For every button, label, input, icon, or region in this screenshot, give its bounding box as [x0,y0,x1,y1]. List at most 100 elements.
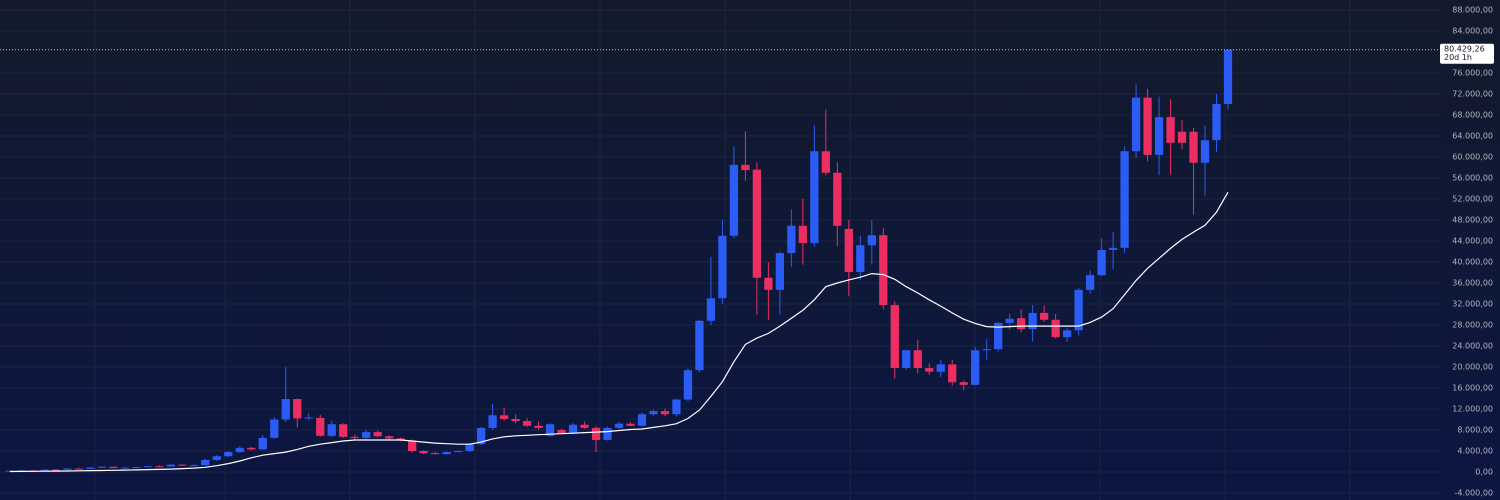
candle [63,468,72,470]
candle [327,420,336,438]
candle [971,347,980,386]
candle [97,466,107,468]
candle-body [1028,312,1037,330]
candle-body [971,350,980,385]
candle-body [51,469,61,471]
candle [373,430,382,438]
candle [86,467,95,469]
candle-body [1040,312,1049,320]
candle-body [959,382,968,385]
candle-body [1108,247,1118,250]
candle [833,162,842,247]
candle [522,418,532,427]
candle [879,227,888,310]
candle [925,363,934,375]
candle [350,434,359,440]
candle-body [465,444,474,452]
candle [293,398,302,428]
candle-body [591,427,601,440]
candle-body [833,172,842,226]
candle-body [1085,275,1095,290]
y-tick-label: -4.000,00 [1454,489,1493,498]
candle [1166,99,1175,175]
candle [1189,128,1198,215]
y-tick-label: 0,00 [1475,468,1493,477]
candle-body [304,417,313,419]
candle-body [476,427,486,445]
candle-body [925,368,934,372]
candle [672,398,681,417]
candle [603,426,612,441]
candle-body [339,424,348,437]
candle [718,220,727,305]
candle-body [810,151,819,244]
candle-body [913,350,922,369]
candle [844,220,853,297]
candle [304,413,313,421]
candle-body [890,305,899,369]
countdown-label: 20d 1h [1444,53,1472,62]
candle-body [453,451,463,453]
candle-body [867,235,876,246]
candle-body [614,423,624,428]
candle [189,464,198,467]
candle-body [844,228,853,272]
candle [258,435,267,450]
candle-body [166,464,176,467]
candle-body [224,452,233,457]
candle [890,301,899,379]
candle-body [534,425,543,428]
candle [683,368,693,402]
candle-body [1120,151,1129,248]
candle [385,435,394,440]
candle-body [1166,117,1175,143]
candle [994,321,1003,352]
y-tick-label: 12.000,00 [1452,405,1493,414]
moving-average-line [9,191,1229,473]
candle [764,262,773,320]
candle-body [86,467,95,469]
candle-body [350,436,359,438]
candle-body [373,432,382,437]
y-tick-label: 28.000,00 [1452,321,1493,330]
candle [626,422,635,427]
candle-body [557,430,566,434]
candle-body [787,225,796,254]
y-tick-label: 48.000,00 [1452,216,1493,225]
candle [1212,94,1221,152]
candle-body [741,164,750,171]
candle [247,446,256,451]
y-tick-label: 24.000,00 [1452,342,1493,351]
candle-body [994,322,1003,350]
candle-body [948,364,957,383]
candle [362,430,371,439]
candle-body [637,414,647,426]
candle-body [936,364,945,372]
candle [580,421,589,429]
candle-body [499,415,509,419]
candle-body [982,349,991,351]
candle-body [109,466,118,469]
candle [752,162,762,315]
candle-body [706,298,716,321]
candle [1074,288,1083,336]
candle-body [798,225,807,244]
candle-body [1223,49,1233,104]
candle-body [1177,131,1187,143]
candle [120,467,130,469]
candle-body [626,423,635,426]
candle [1028,305,1037,342]
y-tick-label: 76.000,00 [1452,69,1493,78]
candle [1143,88,1152,162]
candle-body [327,424,336,436]
candle-body [385,436,394,439]
candle-body [1212,103,1221,141]
candle-body [1131,97,1141,152]
candle-body [235,447,244,453]
candle-body [1017,318,1026,330]
candle-body [660,411,670,415]
candle [775,251,785,315]
candle [810,125,819,247]
